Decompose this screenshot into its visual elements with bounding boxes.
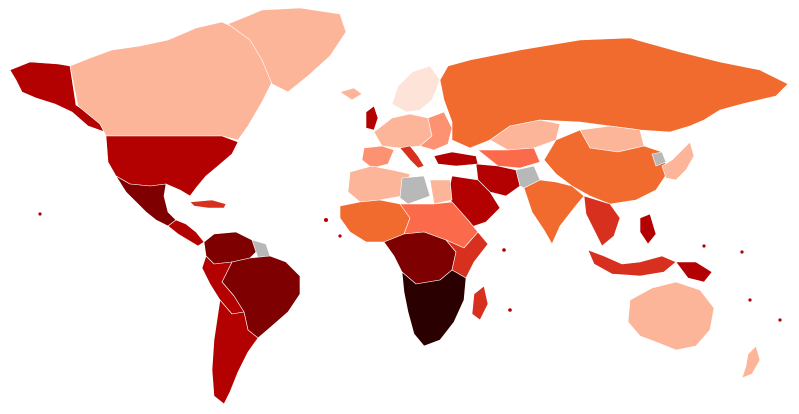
island-pacific-1 xyxy=(38,212,42,216)
region-eastern-europe xyxy=(419,111,453,151)
region-png xyxy=(675,261,713,283)
region-uk-ireland xyxy=(365,105,379,131)
region-guianas xyxy=(251,239,271,259)
region-caribbean xyxy=(189,199,227,209)
region-canada xyxy=(69,21,273,141)
region-argentina-chile xyxy=(211,299,259,405)
region-iceland xyxy=(339,87,363,101)
island-indian-1 xyxy=(502,248,506,252)
region-greenland xyxy=(227,7,347,93)
region-southeast-asia xyxy=(583,195,621,247)
region-alaska xyxy=(9,61,106,133)
island-pacific-4 xyxy=(748,298,752,302)
region-egypt xyxy=(429,179,453,205)
region-indonesia xyxy=(587,249,677,277)
region-turkey xyxy=(433,151,479,167)
region-madagascar xyxy=(471,285,489,321)
region-southern-africa xyxy=(401,269,467,347)
island-atlantic-2 xyxy=(338,234,342,238)
region-east-africa xyxy=(445,231,489,279)
region-india xyxy=(523,179,585,245)
region-central-america xyxy=(167,219,205,247)
region-north-korea xyxy=(651,151,667,167)
region-japan-korea xyxy=(661,141,695,181)
region-new-zealand xyxy=(741,345,761,379)
island-pacific-2 xyxy=(702,244,706,248)
region-libya xyxy=(399,175,431,205)
island-pacific-5 xyxy=(778,318,782,322)
island-pacific-3 xyxy=(740,250,744,254)
region-russia xyxy=(439,37,789,149)
region-iberia xyxy=(361,145,395,169)
region-australia xyxy=(627,281,715,351)
region-china xyxy=(543,129,669,205)
region-italy xyxy=(399,145,425,169)
region-philippines xyxy=(639,213,657,245)
island-atlantic-1 xyxy=(324,218,328,222)
island-indian-2 xyxy=(508,308,512,312)
region-scandinavia xyxy=(391,65,441,113)
